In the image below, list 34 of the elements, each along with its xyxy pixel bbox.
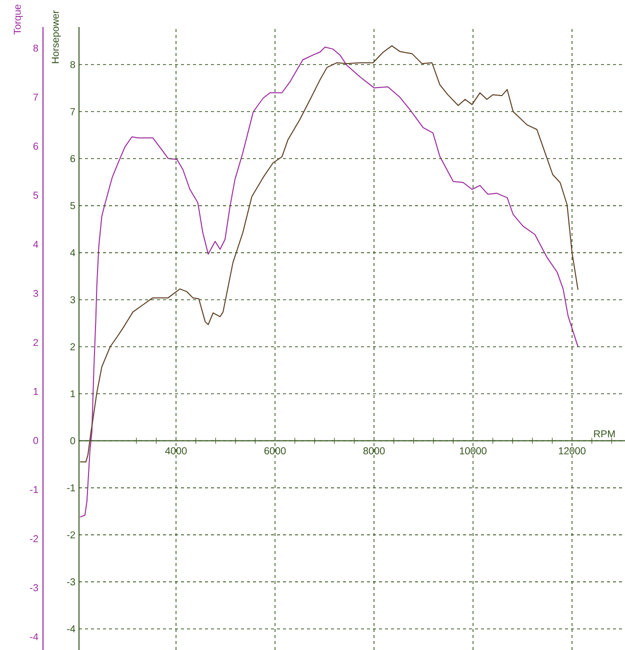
y-tick-label: -2 (67, 531, 75, 538)
y2-tick-label: -2 (30, 535, 38, 542)
x-tick-label: 6000 (264, 447, 286, 454)
y2-tick-label: -1 (30, 486, 38, 494)
y-tick-label: 4 (70, 249, 76, 256)
y2-tick-label: 7 (33, 94, 38, 101)
x-axis-title: RPM (594, 430, 615, 438)
y2-axis-title: Torque (14, 4, 23, 34)
y-tick-label: 2 (70, 343, 75, 350)
y2-tick-label: 5 (33, 192, 38, 199)
y-tick-label: 8 (70, 61, 76, 68)
y2-tick-label: -3 (30, 584, 38, 592)
y2-tick-label: -4 (30, 633, 38, 640)
y-tick-label: 5 (70, 202, 76, 210)
y2-tick-label: 6 (33, 142, 38, 150)
x-tick-label: 12000 (558, 447, 586, 454)
y-tick-label: 3 (70, 296, 76, 304)
y2-tick-label: 3 (33, 290, 38, 297)
x-tick-label: 10000 (460, 447, 486, 454)
y-tick-label: 0 (70, 437, 76, 444)
x-tick-label: 8000 (363, 447, 385, 454)
y2-tick-label: 0 (33, 437, 38, 444)
x-tick-label: 4000 (165, 447, 187, 454)
y2-tick-label: 4 (33, 240, 38, 248)
y-tick-label: -3 (67, 578, 76, 586)
y2-tick-label: 1 (34, 388, 38, 395)
y-tick-label: 7 (70, 108, 75, 116)
y2-tick-label: 2 (33, 338, 38, 346)
y-tick-label: 6 (70, 155, 76, 162)
y2-tick-label: 8 (33, 44, 38, 52)
y-tick-label: -1 (67, 484, 76, 492)
y-tick-label: -4 (67, 625, 76, 632)
y-axis-title: Horsepower (52, 10, 61, 64)
y-tick-label: 1 (70, 390, 76, 398)
